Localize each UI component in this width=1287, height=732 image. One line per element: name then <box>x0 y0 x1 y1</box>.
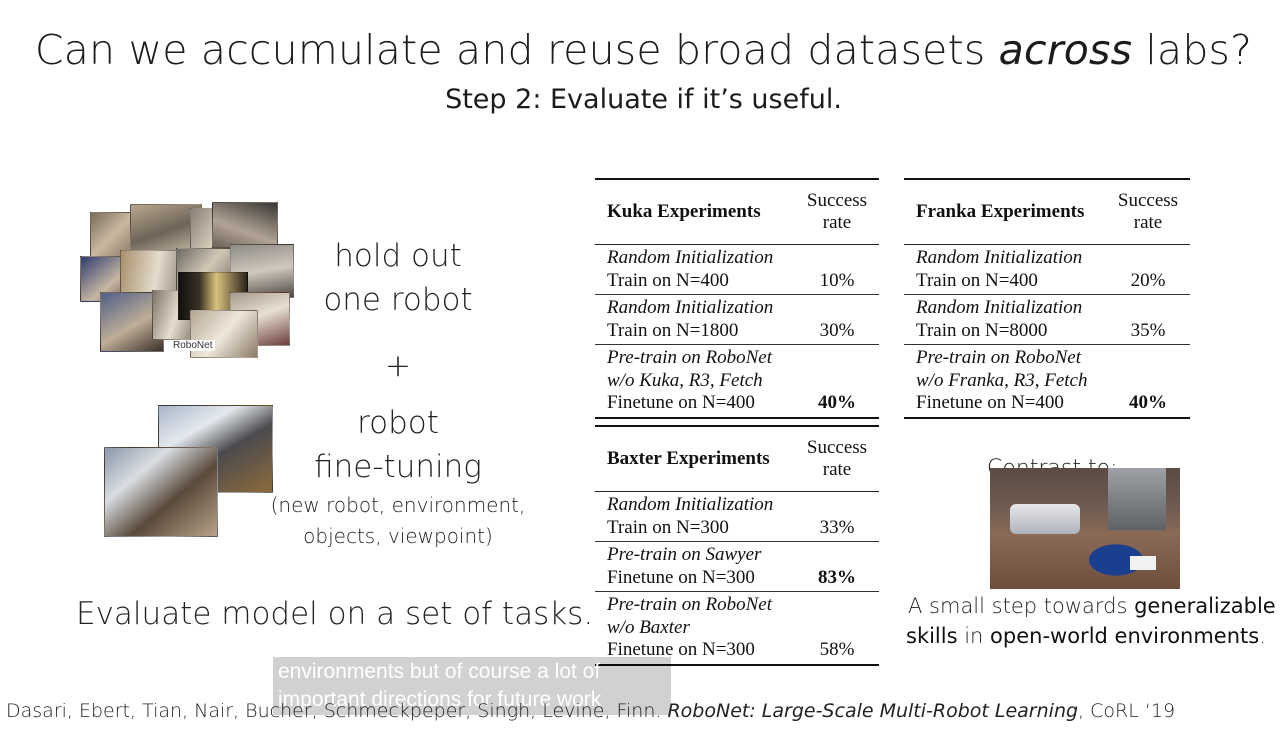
caption-bold: skills <box>906 624 958 648</box>
row-value: 10% <box>819 269 855 291</box>
finetune-line1: robot <box>357 405 439 441</box>
caption-text: A small step towards <box>908 594 1135 618</box>
row-value: 83% <box>818 566 856 588</box>
row-train: Train on N=1800 <box>607 319 739 341</box>
row-value: 40% <box>818 392 856 413</box>
citation-venue: , CoRL ‘19 <box>1078 700 1176 722</box>
table-row: Random Initialization Train on N=300 33% <box>595 492 879 542</box>
citation-authors: Dasari, Ebert, Tian, Nair, Bucher, Schme… <box>6 700 668 722</box>
hold-out-text: hold out one robot <box>300 234 496 322</box>
success-rate-header: Success rate <box>795 437 879 481</box>
finetune-detail-line1: (new robot, environment, <box>270 493 526 517</box>
fine-tuning-text: robot fine-tuning <box>300 401 496 489</box>
row-value: 40% <box>1129 392 1167 413</box>
row-train: Train on N=300 <box>607 516 729 538</box>
row-value: 20% <box>1130 269 1166 291</box>
table-header: Franka Experiments Success rate <box>904 180 1190 245</box>
contrast-caption: A small step towards generalizable skill… <box>906 591 1276 651</box>
row-value: 58% <box>819 639 855 660</box>
col-line2: rate <box>822 212 852 233</box>
col-line1: Success <box>1117 190 1179 211</box>
table-header: Kuka Experiments Success rate <box>595 180 879 245</box>
subtitle-line: environments but of course a lot of <box>278 660 601 683</box>
finetune-line2: fine-tuning <box>314 449 482 485</box>
slide-subtitle: Step 2: Evaluate if it’s useful. <box>445 84 842 115</box>
table-title: Franka Experiments <box>916 201 1085 222</box>
row-train: Train on N=8000 <box>916 319 1048 341</box>
row-method: Random Initialization <box>607 494 774 515</box>
citation-paper: RoboNet: Large-Scale Multi-Robot Learnin… <box>667 700 1079 722</box>
table-row: Random Initialization Train on N=400 20% <box>904 245 1190 295</box>
row-method: Pre-train on RoboNet <box>607 347 772 368</box>
plus-sign: + <box>385 348 411 384</box>
slide-title: Can we accumulate and reuse broad datase… <box>0 26 1287 74</box>
table-title: Baxter Experiments <box>607 448 770 469</box>
kuka-table: Kuka Experiments Success rate Random Init… <box>595 178 879 419</box>
finetune-images <box>104 405 274 537</box>
citation: Dasari, Ebert, Tian, Nair, Bucher, Schme… <box>6 700 1175 722</box>
row-train: Train on N=400 <box>607 269 729 291</box>
table-row: Random Initialization Train on N=400 10% <box>595 245 879 295</box>
col-line1: Success <box>806 190 868 211</box>
row-method: Pre-train on Sawyer <box>607 544 762 565</box>
caption-text: in <box>957 624 991 648</box>
row-method-detail: w/o Kuka, R3, Fetch <box>607 369 763 391</box>
table-row: Pre-train on RoboNet w/o Franka, R3, Fetc… <box>904 345 1190 417</box>
row-train: Finetune on N=400 <box>916 392 1064 413</box>
robonet-label: RoboNet <box>170 340 216 351</box>
table-row: Pre-train on RoboNet w/o Baxter Finetune o… <box>595 592 879 664</box>
finetune-image-front <box>104 447 218 537</box>
robonet-collage: RoboNet <box>80 200 295 358</box>
row-method: Random Initialization <box>916 297 1083 318</box>
franka-table: Franka Experiments Success rate Random In… <box>904 178 1190 419</box>
row-method: Pre-train on RoboNet <box>916 347 1081 368</box>
row-method-detail: w/o Baxter <box>607 616 690 638</box>
table-row: Pre-train on Sawyer Finetune on N=300 83% <box>595 542 879 592</box>
contrast-image <box>990 468 1180 589</box>
row-value: 33% <box>819 516 855 538</box>
row-train: Finetune on N=300 <box>607 566 755 588</box>
row-method: Pre-train on RoboNet <box>607 594 772 615</box>
caption-text: . <box>1259 624 1266 648</box>
col-line2: rate <box>1133 212 1163 233</box>
hold-out-line2: one robot <box>323 282 473 318</box>
table-title: Kuka Experiments <box>607 201 761 222</box>
table-row: Random Initialization Train on N=1800 30% <box>595 295 879 345</box>
col-line2: rate <box>822 459 852 480</box>
row-method: Random Initialization <box>607 247 774 268</box>
row-value: 35% <box>1130 319 1166 341</box>
row-train: Finetune on N=300 <box>607 639 755 660</box>
col-line1: Success <box>806 437 868 458</box>
success-rate-header: Success rate <box>1106 190 1190 234</box>
finetune-detail-line2: objects, viewpoint) <box>303 524 493 548</box>
row-method-detail: w/o Franka, R3, Fetch <box>916 369 1088 391</box>
video-subtitles: environments but of course a lot of impo… <box>273 657 671 715</box>
success-rate-header: Success rate <box>795 190 879 234</box>
row-train: Finetune on N=400 <box>607 392 755 413</box>
title-text: Can we accumulate and reuse broad datase… <box>34 26 999 74</box>
row-method: Random Initialization <box>607 297 774 318</box>
caption-bold: open-world environments <box>990 624 1260 648</box>
table-row: Random Initialization Train on N=8000 35% <box>904 295 1190 345</box>
evaluate-text: Evaluate model on a set of tasks. <box>76 596 594 632</box>
row-train: Train on N=400 <box>916 269 1038 291</box>
table-row: Pre-train on RoboNet w/o Kuka, R3, Fetch F… <box>595 345 879 417</box>
hold-out-line1: hold out <box>334 238 462 274</box>
title-italic: across <box>998 26 1133 74</box>
baxter-table: Baxter Experiments Success rate Random In… <box>595 425 879 666</box>
caption-bold: generalizable <box>1134 594 1276 618</box>
table-header: Baxter Experiments Success rate <box>595 427 879 492</box>
row-value: 30% <box>819 319 855 341</box>
subtitle-line: important directions for future work <box>278 688 602 711</box>
row-method: Random Initialization <box>916 247 1083 268</box>
fine-tuning-detail: (new robot, environment, objects, viewpo… <box>255 490 541 552</box>
collage-image <box>212 202 278 248</box>
title-suffix: labs? <box>1132 26 1253 74</box>
